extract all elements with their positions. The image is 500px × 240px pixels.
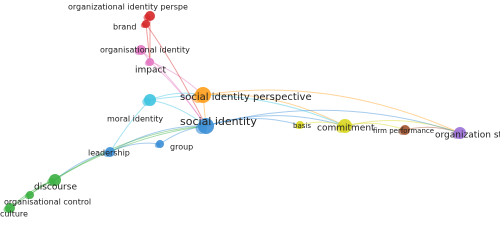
network-map: organizational identity perspe brand organ… — [0, 3, 500, 219]
node-halo — [143, 14, 151, 21]
node-label: firm performance — [373, 127, 434, 135]
node-label: discourse — [34, 183, 77, 193]
node-halo — [154, 142, 161, 148]
node-label: impact — [135, 66, 166, 76]
node-halo — [3, 206, 11, 213]
page: organizational identity perspe brand organ… — [0, 2, 500, 219]
edge — [344, 120, 461, 134]
node-halo — [134, 48, 142, 55]
edge — [149, 61, 207, 127]
edge — [205, 115, 346, 127]
node-halo — [47, 177, 56, 186]
node-halo — [335, 123, 346, 133]
node-label: social identity perspective — [180, 92, 312, 103]
node-label: culture — [0, 210, 28, 219]
node-halo — [140, 22, 147, 29]
edge — [202, 89, 461, 134]
edge — [145, 23, 207, 127]
node-label: social identity — [180, 115, 257, 128]
edges — [9, 15, 461, 209]
node-halo — [398, 128, 406, 135]
node-halo — [24, 193, 31, 199]
edge — [205, 117, 301, 127]
node-halo — [294, 123, 301, 129]
node-halo — [192, 91, 204, 103]
node-halo — [144, 60, 151, 66]
node-label: organisational identity — [100, 46, 190, 55]
edge — [205, 109, 461, 134]
node-label: basis — [293, 122, 311, 130]
node-label: leadership — [88, 149, 130, 158]
edge — [140, 49, 207, 127]
node-label: moral identity — [107, 115, 163, 124]
node-label: organizational identity perspe — [68, 3, 188, 12]
edge — [149, 94, 346, 127]
node-label: commitment — [317, 124, 375, 134]
edge — [202, 93, 346, 127]
node-label: brand — [113, 23, 136, 32]
node-halo — [452, 130, 461, 139]
node-label: group — [170, 143, 193, 152]
edge — [54, 125, 207, 181]
node-halo — [195, 122, 207, 134]
node-halo — [142, 97, 151, 107]
node-label: organisational control — [4, 198, 91, 207]
edge — [9, 125, 207, 209]
edge — [109, 125, 207, 153]
node-halo — [103, 150, 111, 157]
node-label: organization study — [435, 131, 500, 141]
